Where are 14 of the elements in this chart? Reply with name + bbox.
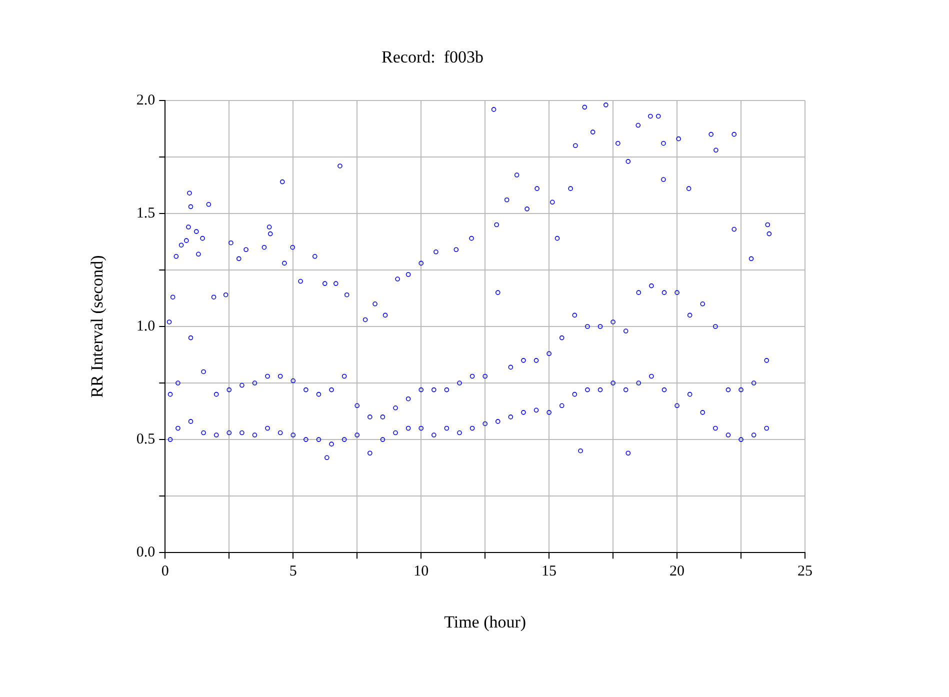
y-tick-label: 2.0 <box>136 92 156 108</box>
x-tick-label: 10 <box>414 564 429 580</box>
y-tick-label: 1.0 <box>136 318 156 334</box>
x-tick-label: 15 <box>542 564 557 580</box>
x-tick-label: 20 <box>670 564 685 580</box>
y-tick-label: 0.5 <box>136 431 156 448</box>
y-tick-label: 1.5 <box>136 205 156 222</box>
y-axis-title: RR Interval (second) <box>88 255 107 398</box>
chart-title: Record: f003b <box>382 48 484 67</box>
y-tick-label: 0.0 <box>136 544 156 561</box>
x-axis-title: Time (hour) <box>444 612 526 632</box>
x-tick-label: 25 <box>798 564 812 580</box>
x-tick-label: 0 <box>161 564 169 580</box>
x-tick-label: 5 <box>289 564 297 580</box>
